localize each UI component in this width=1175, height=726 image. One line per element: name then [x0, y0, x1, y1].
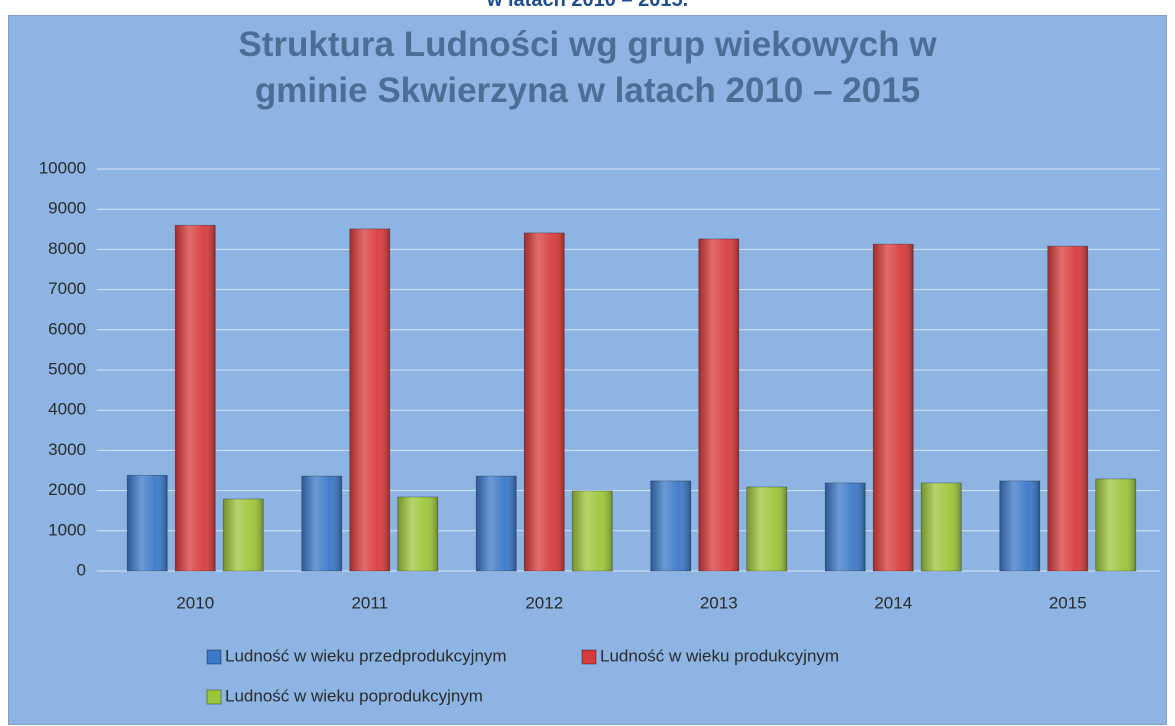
y-tick-label: 8000 — [48, 239, 86, 258]
bar — [746, 486, 788, 572]
y-tick-label: 5000 — [48, 359, 86, 378]
legend-label: Ludność w wieku produkcyjnym — [600, 646, 839, 665]
bar — [397, 496, 439, 572]
legend-swatch — [581, 649, 597, 665]
bar — [126, 474, 168, 572]
y-tick-label: 1000 — [48, 520, 86, 539]
chart-title-wrap: Struktura Ludności wg grup wiekowych w g… — [8, 22, 1167, 114]
y-tick-label: 2000 — [48, 480, 86, 499]
y-tick-label: 4000 — [48, 400, 86, 419]
y-tick-label: 7000 — [48, 279, 86, 298]
y-tick-label: 3000 — [48, 440, 86, 459]
x-tick-label: 2012 — [525, 593, 563, 612]
bar — [872, 243, 914, 572]
x-tick-label: 2014 — [874, 593, 912, 612]
bar — [349, 228, 391, 572]
y-tick-label: 6000 — [48, 319, 86, 338]
y-tick-label: 9000 — [48, 199, 86, 218]
bar — [222, 498, 264, 572]
bar — [523, 232, 565, 572]
bar — [650, 480, 692, 572]
legend-swatch — [206, 689, 222, 705]
legend-swatch — [206, 649, 222, 665]
bar — [1047, 245, 1089, 572]
bar — [999, 480, 1041, 572]
legend-label: Ludność w wieku poprodukcyjnym — [225, 686, 483, 705]
x-tick-label: 2011 — [351, 593, 388, 612]
document-heading: w latach 2010 – 2015. — [486, 0, 689, 11]
bar — [475, 475, 517, 572]
bar — [1095, 478, 1137, 572]
x-tick-label: 2010 — [176, 593, 214, 612]
bar — [301, 475, 343, 572]
x-tick-label: 2013 — [700, 593, 738, 612]
bar — [920, 482, 962, 572]
chart-title: Struktura Ludności wg grup wiekowych w g… — [238, 25, 937, 110]
legend-label: Ludność w wieku przedprodukcyjnym — [225, 646, 507, 665]
bar — [174, 224, 216, 572]
bar — [571, 490, 613, 572]
y-tick-label: 10000 — [39, 158, 86, 177]
bar — [698, 238, 740, 572]
bar — [824, 482, 866, 572]
y-tick-label: 0 — [77, 560, 86, 579]
x-tick-label: 2015 — [1049, 593, 1087, 612]
